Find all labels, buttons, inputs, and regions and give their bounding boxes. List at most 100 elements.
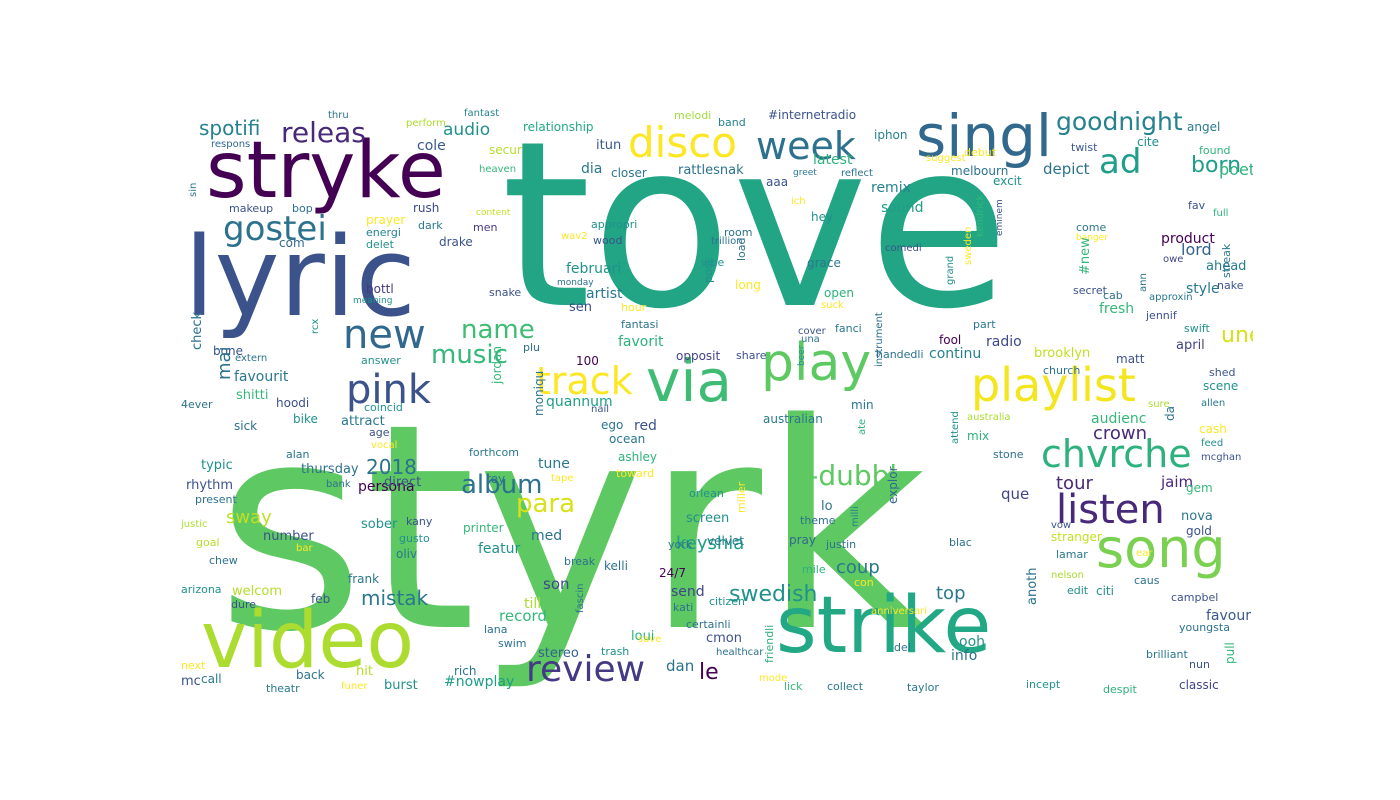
cloud-word-bike: bike: [293, 412, 318, 426]
cloud-word-appropri: appropri: [591, 218, 638, 231]
cloud-word-top: top: [936, 583, 966, 604]
cloud-word-instrument: instrument: [874, 312, 885, 367]
cloud-word-australia: australia: [967, 412, 1011, 423]
cloud-word-rush: rush: [413, 201, 440, 215]
cloud-word-sway: sway: [226, 507, 272, 528]
cloud-word-2018: 2018: [366, 455, 417, 479]
cloud-word-wood: wood: [593, 234, 623, 247]
cloud-word-swim: swim: [498, 637, 527, 650]
cloud-word-drake: drake: [439, 235, 473, 249]
cloud-word-mai: mai: [214, 346, 235, 380]
cloud-word-eminem: eminem: [995, 199, 1005, 236]
word-cloud: styrk tove lyric stryke strike video singl disc…: [181, 107, 1253, 697]
cloud-word-ashley: ashley: [618, 450, 658, 464]
cloud-word-born: born: [1191, 153, 1242, 178]
cloud-word-disco: disco: [628, 118, 737, 167]
cloud-word-name: name: [461, 315, 535, 345]
cloud-word-feb: feb: [311, 592, 331, 606]
cloud-word-cover: cover: [798, 326, 826, 337]
cloud-word-suggest: suggest: [926, 153, 966, 164]
cloud-word-citi: citi: [1096, 584, 1114, 598]
cloud-word-excit: excit: [993, 174, 1022, 188]
cloud-word-nowplay: #nowplay: [444, 674, 515, 690]
cloud-word-edit: edit: [1067, 584, 1089, 597]
cloud-word-nelson: nelson: [1051, 570, 1084, 581]
cloud-word-product: product: [1161, 231, 1215, 247]
cloud-word-coup: coup: [836, 557, 880, 578]
cloud-word-present: present: [195, 493, 237, 506]
cloud-word-room: room: [724, 226, 753, 239]
cloud-word-cash: cash: [1199, 422, 1227, 436]
cloud-word-heaven: heaven: [479, 164, 517, 175]
cloud-word-citizen: citizen: [709, 595, 745, 608]
cloud-word-new: #new: [1078, 237, 1093, 275]
cloud-word-play: play: [761, 333, 872, 393]
cloud-word-quannum: quannum: [546, 394, 613, 410]
cloud-word-attract: attract: [341, 414, 385, 429]
cloud-word-respons: respons: [211, 139, 251, 150]
cloud-word-band: band: [718, 116, 746, 129]
cloud-word-kendrick: kendrick: [975, 194, 986, 237]
cloud-word-fool: fool: [939, 333, 962, 347]
cloud-word-kati: kati: [673, 601, 694, 614]
cloud-word-jaim: jaim: [1161, 473, 1194, 491]
cloud-word-cole: cole: [417, 138, 446, 154]
cloud-word-cite: cite: [1137, 135, 1160, 149]
cloud-word-fav: fav: [1188, 199, 1206, 212]
cloud-word-favour: favour: [1206, 608, 1251, 624]
cloud-word-content: content: [476, 208, 511, 218]
cloud-word-angel: angel: [1187, 120, 1221, 134]
cloud-word-load: load: [735, 237, 748, 261]
cloud-word-poet: poet: [1219, 160, 1253, 179]
cloud-word-rich: rich: [454, 664, 477, 678]
cloud-word-favourit: favourit: [234, 369, 289, 385]
cloud-word-artist: artist: [586, 286, 623, 302]
cloud-word-oliv: oliv: [396, 547, 418, 561]
cloud-word-strike: strike: [776, 581, 992, 671]
cloud-word-relationship: relationship: [523, 120, 594, 134]
cloud-word-stereo: stereo: [538, 646, 579, 661]
cloud-word-audio: audio: [443, 120, 491, 140]
cloud-word-friendli: friendli: [763, 624, 776, 663]
cloud-word-opposit: opposit: [676, 349, 721, 363]
cloud-word-ad: ad: [1099, 142, 1142, 182]
cloud-word-fanci: fanci: [835, 322, 862, 335]
cloud-word-swedish: swedish: [729, 582, 818, 607]
cloud-word-come: come: [1076, 221, 1107, 234]
cloud-word-depict: depict: [1043, 160, 1090, 178]
cloud-word-vocal: vocal: [371, 440, 398, 451]
cloud-word-open: open: [824, 286, 854, 300]
cloud-word-remix: remix: [871, 180, 911, 196]
cloud-word-meaning: meaning: [353, 296, 393, 306]
cloud-word-fantasi: fantasi: [621, 318, 659, 331]
cloud-word-februari: februari: [566, 261, 622, 277]
cloud-word-nova: nova: [1181, 509, 1213, 524]
cloud-word-fresh: fresh: [1099, 301, 1135, 317]
cloud-word-hit: hit: [356, 664, 373, 679]
cloud-word-100: 100: [576, 354, 599, 368]
cloud-word-debut: debut: [964, 146, 997, 159]
cloud-word-coincid: coincid: [364, 401, 403, 414]
cloud-word-youngsta: youngsta: [1179, 621, 1230, 634]
cloud-word-min: min: [851, 398, 874, 412]
cloud-word-fantast: fantast: [464, 108, 500, 119]
cloud-word-lo: lo: [821, 499, 833, 514]
cloud-word-campbel: campbel: [1171, 591, 1219, 604]
cloud-word-gold: gold: [1186, 524, 1212, 538]
cloud-word-continu: continu: [929, 346, 982, 362]
cloud-word-album: album: [461, 470, 543, 500]
cloud-word-lamar: lamar: [1056, 548, 1088, 561]
cloud-word-handedli: handedli: [876, 348, 924, 361]
cloud-word-pray: pray: [789, 533, 817, 547]
cloud-word-next: next: [181, 659, 206, 672]
cloud-word-con: con: [854, 576, 874, 589]
cloud-word-cab: cab: [1103, 289, 1123, 302]
cloud-word-fascin: fascin: [575, 583, 586, 613]
cloud-word-favorit: favorit: [618, 334, 664, 350]
cloud-word-allen: allen: [1201, 398, 1226, 409]
cloud-word-hey: hey: [811, 210, 834, 224]
cloud-word-une: une: [1221, 323, 1253, 348]
cloud-word-crown: crown: [1093, 423, 1148, 444]
cloud-word-milli: milli: [850, 506, 861, 527]
cloud-word-extern: extern: [235, 353, 268, 364]
